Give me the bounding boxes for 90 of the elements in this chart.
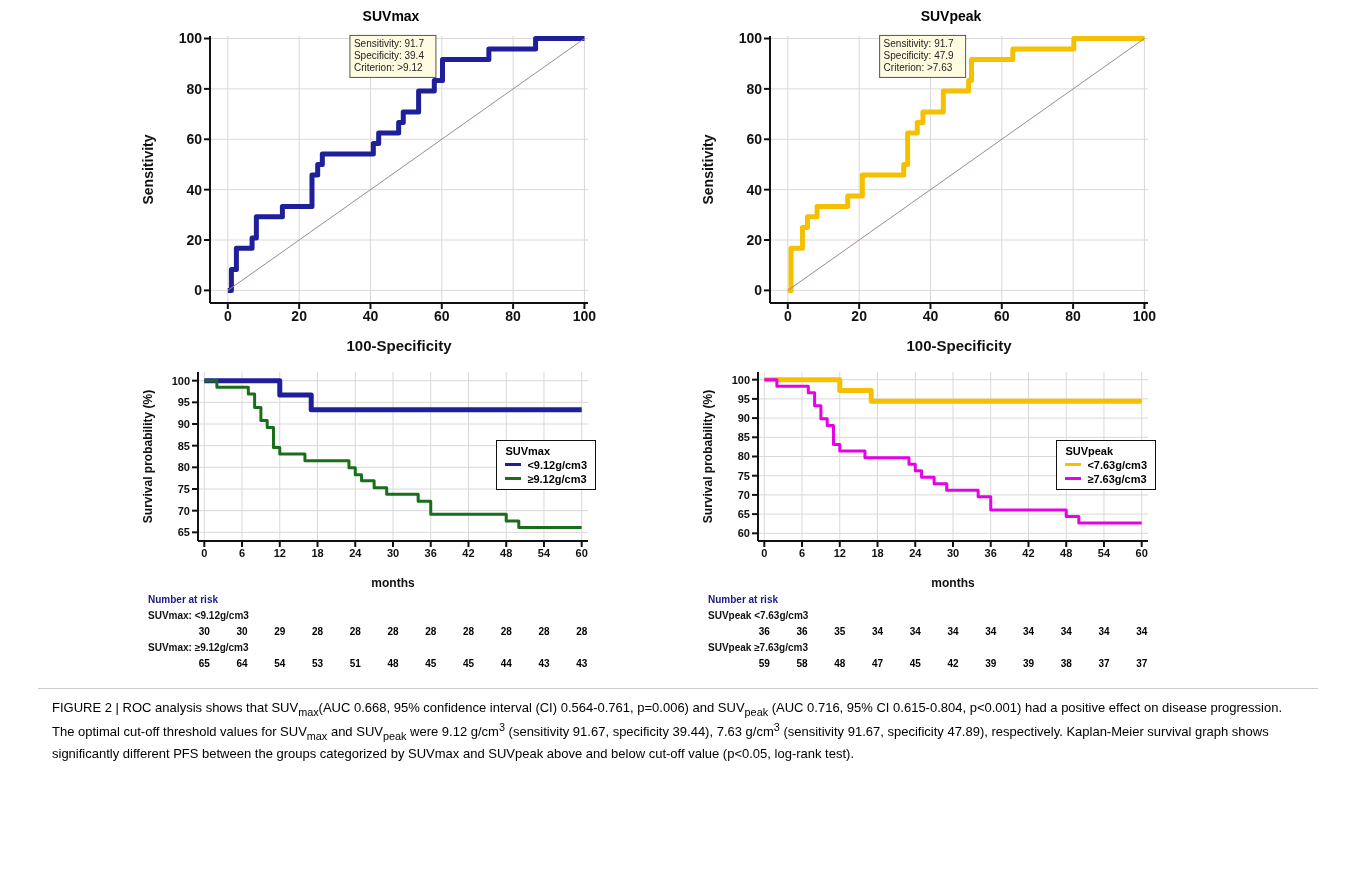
x-tick-label: 80: [1065, 307, 1082, 324]
x-axis-title: months: [371, 576, 415, 590]
annotation: Sensitivity: 91.7 Specificity: 39.4 Criterion: >9.12: [353, 38, 425, 74]
y-tick-label: 100: [171, 374, 190, 387]
y-axis-title: Sensitivity: [699, 134, 716, 205]
x-tick-label: 60: [1135, 546, 1148, 559]
y-tick-label: 20: [186, 232, 203, 248]
y-tick-label: 100: [731, 373, 750, 386]
y-axis-title: Survival probability (%): [141, 389, 156, 524]
x-tick-label: 6: [798, 546, 806, 559]
x-tick-label: 100: [1132, 307, 1157, 324]
y-tick-label: 75: [737, 469, 750, 482]
y-tick-label: 60: [746, 131, 763, 148]
y-tick-label: 100: [178, 30, 203, 47]
text: 65 64 54 53 51 48 45 45 44 43 43: [198, 658, 588, 669]
x-tick-label: 20: [291, 307, 308, 324]
y-tick-label: 20: [746, 232, 763, 248]
text: SUVpeak ≥7.63g/cm3: [708, 642, 808, 653]
x-tick-label: 18: [871, 546, 884, 559]
y-tick-label: 100: [738, 30, 763, 47]
x-tick-label: 48: [500, 546, 513, 559]
y-tick-label: 80: [177, 461, 190, 474]
y-tick-label: 40: [746, 181, 763, 198]
y-tick-label: 0: [194, 282, 203, 299]
x-tick-label: 42: [462, 546, 475, 559]
text: 36 36 35 34 34 34 34 34 34 34 34: [758, 626, 1148, 637]
text: 30 30 29 28 28 28 28 28 28 28 28: [198, 626, 588, 637]
y-tick-label: 85: [177, 439, 190, 452]
y-tick-label: 65: [737, 508, 750, 521]
x-tick-label: 36: [984, 546, 997, 559]
x-tick-label: 0: [223, 307, 232, 324]
text: SUVmax: ≥9.12g/cm3: [148, 642, 249, 653]
text: Number at risk: [708, 594, 779, 605]
x-tick-label: 18: [311, 546, 324, 559]
legend-label: <7.63g/cm3: [1087, 458, 1147, 471]
y-tick-label: 75: [177, 482, 190, 495]
y-axis-title: Survival probability (%): [701, 389, 716, 524]
x-tick-label: 12: [273, 546, 286, 559]
x-tick-label: 20: [851, 307, 868, 324]
x-tick-label: 54: [1097, 546, 1111, 559]
y-tick-label: 60: [186, 131, 203, 148]
x-tick-label: 30: [386, 546, 400, 559]
x-axis-title: 100-Specificity: [906, 337, 1013, 354]
y-tick-label: 85: [737, 431, 750, 444]
text: Number at risk: [148, 594, 219, 605]
text: FIGURE 2 | ROC analysis shows that SUV$_{max}$(AUC 0.668, 95% confidence interval (CI) 0.564-0.761, p=0.006) and SUV$_{peak}$ (AUC 0.716, 95% CI 0.615-0.804, p<0.001) had a positive effect on disease progression. The optimal cut-off threshold values for SUV$_{max}$ and SUV$_{peak}$ were 9.12 g/cm$^{3}$ (sensitivity 91.67, specificity 39.44), 7.63 g/cm$^{3}$ (sensitivity 91.67, specificity 47.89), respectively. Kaplan-Meier survival graph shows significantly different PFS between the groups categorized by SUVmax and SUVpeak above and below cut-off value (p<0.05, log-rank test).: [52, 700, 1283, 761]
x-tick-label: 12: [833, 546, 846, 559]
y-tick-label: 65: [177, 526, 190, 539]
y-tick-label: 60: [737, 527, 750, 540]
legend-title: SUVpeak: [1065, 444, 1115, 457]
x-tick-label: 24: [349, 546, 363, 559]
y-tick-label: 70: [737, 488, 750, 501]
y-tick-label: 95: [177, 396, 190, 409]
x-tick-label: 60: [994, 307, 1010, 324]
y-tick-label: 40: [186, 181, 203, 198]
x-tick-label: 0: [783, 307, 792, 324]
x-axis-title: 100-Specificity: [346, 337, 453, 354]
y-tick-label: 80: [746, 80, 763, 97]
x-tick-label: 80: [505, 307, 522, 324]
x-tick-label: 42: [1022, 546, 1035, 559]
y-tick-label: 80: [737, 450, 750, 463]
chart-title: SUVmax: [361, 8, 421, 26]
x-tick-label: 36: [424, 546, 437, 559]
y-tick-label: 70: [177, 504, 190, 517]
y-tick-label: 80: [186, 80, 203, 97]
x-tick-label: 30: [946, 546, 960, 559]
x-tick-label: 40: [362, 307, 379, 324]
text: SUVmax: <9.12g/cm3: [148, 610, 249, 621]
text: SUVpeak <7.63g/cm3: [708, 610, 809, 621]
legend-label: ≥9.12g/cm3: [527, 472, 587, 485]
x-tick-label: 60: [434, 307, 450, 324]
text: 59 58 48 47 45 42 39 39 38 37 37: [758, 658, 1148, 669]
x-tick-label: 48: [1060, 546, 1073, 559]
x-tick-label: 40: [922, 307, 939, 324]
legend-label: <9.12g/cm3: [527, 458, 587, 471]
y-axis-title: Sensitivity: [139, 134, 156, 205]
y-tick-label: 90: [177, 417, 190, 430]
x-axis-title: months: [931, 576, 975, 590]
chart-title: SUVpeak: [919, 8, 983, 26]
legend-title: SUVmax: [505, 444, 551, 457]
x-tick-label: 24: [909, 546, 923, 559]
legend-label: ≥7.63g/cm3: [1087, 472, 1147, 485]
y-tick-label: 95: [737, 392, 750, 405]
x-tick-label: 54: [537, 546, 551, 559]
x-tick-label: 6: [238, 546, 246, 559]
y-tick-label: 90: [737, 412, 750, 424]
y-tick-label: 0: [754, 282, 763, 299]
x-tick-label: 60: [575, 546, 588, 559]
annotation: Sensitivity: 91.7 Specificity: 47.9 Criterion: >7.63: [883, 38, 955, 74]
x-tick-label: 100: [572, 307, 597, 324]
